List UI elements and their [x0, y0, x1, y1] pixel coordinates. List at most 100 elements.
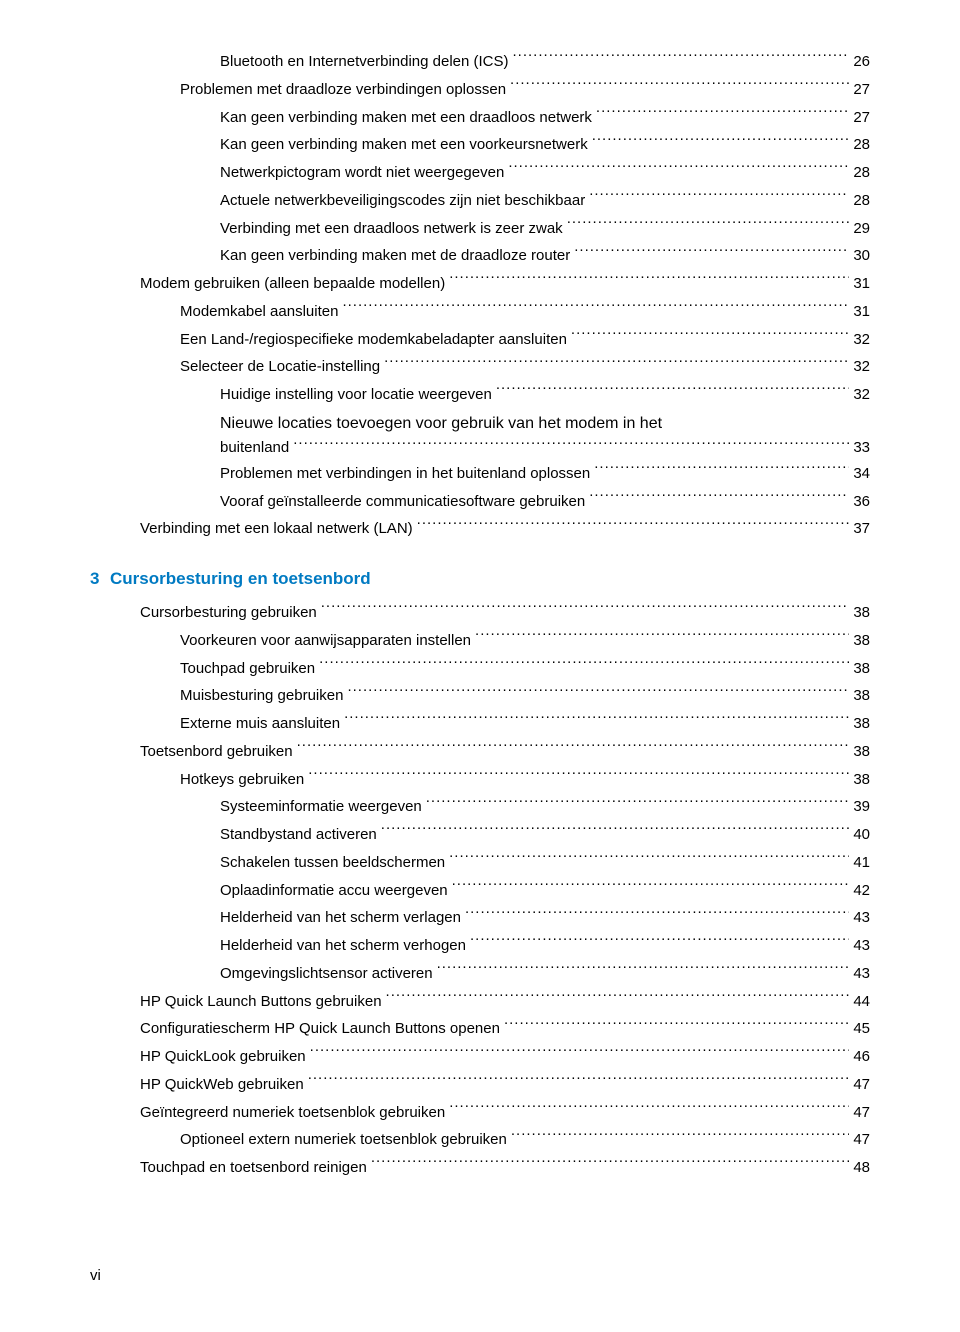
- toc-entry-page: 27: [853, 104, 870, 132]
- toc-leader-dots: [384, 356, 849, 371]
- toc-entry[interactable]: Muisbesturing gebruiken 38: [90, 682, 870, 710]
- toc-entry-row: buitenland33: [220, 436, 870, 460]
- toc-entry-text: Vooraf geïnstalleerde communicatiesoftwa…: [220, 488, 585, 516]
- toc-entry-text: Een Land-/regiospecifieke modemkabeladap…: [180, 326, 567, 354]
- toc-entry[interactable]: Problemen met verbindingen in het buiten…: [90, 460, 870, 488]
- toc-leader-dots: [470, 935, 849, 950]
- toc-entry-page: 43: [853, 960, 870, 988]
- toc-entry[interactable]: Selecteer de Locatie-instelling32: [90, 353, 870, 381]
- toc-entry[interactable]: Touchpad en toetsenbord reinigen48: [90, 1154, 870, 1182]
- page-footer-number: vi: [90, 1267, 101, 1284]
- toc-entry[interactable]: Bluetooth en Internetverbinding delen (I…: [90, 48, 870, 76]
- toc-entry[interactable]: Optioneel extern numeriek toetsenblok ge…: [90, 1126, 870, 1154]
- toc-entry[interactable]: Cursorbesturing gebruiken38: [90, 599, 870, 627]
- toc-leader-dots: [592, 134, 850, 149]
- toc-entry-text: Huidige instelling voor locatie weergeve…: [220, 381, 492, 409]
- chapter-number: 3: [90, 569, 110, 589]
- toc-leader-dots: [437, 963, 850, 978]
- toc-entry-page: 34: [853, 460, 870, 488]
- toc-entry[interactable]: Helderheid van het scherm verhogen43: [90, 932, 870, 960]
- toc-entry-text: Helderheid van het scherm verlagen: [220, 904, 461, 932]
- toc-entry[interactable]: Problemen met draadloze verbindingen opl…: [90, 76, 870, 104]
- toc-entry-page: 32: [853, 381, 870, 409]
- toc-entry-page: 38: [853, 627, 870, 655]
- toc-entry[interactable]: Kan geen verbinding maken met een voorke…: [90, 131, 870, 159]
- toc-entry[interactable]: Systeeminformatie weergeven 39: [90, 793, 870, 821]
- toc-entry-multiline[interactable]: Nieuwe locaties toevoegen voor gebruik v…: [90, 409, 870, 460]
- toc-entry-page: 39: [853, 793, 870, 821]
- toc-entry[interactable]: Touchpad gebruiken38: [90, 655, 870, 683]
- toc-entry-page: 42: [853, 877, 870, 905]
- toc-entry[interactable]: Voorkeuren voor aanwijsapparaten instell…: [90, 627, 870, 655]
- toc-entry[interactable]: Netwerkpictogram wordt niet weergegeven2…: [90, 159, 870, 187]
- toc-leader-dots: [417, 518, 850, 533]
- toc-entry-page: 41: [853, 849, 870, 877]
- toc-entry-page: 38: [853, 655, 870, 683]
- chapter-heading: 3 Cursorbesturing en toetsenbord: [90, 569, 870, 589]
- toc-entry-text: Kan geen verbinding maken met de draadlo…: [220, 242, 570, 270]
- toc-entry[interactable]: Kan geen verbinding maken met de draadlo…: [90, 242, 870, 270]
- toc-entry[interactable]: HP Quick Launch Buttons gebruiken44: [90, 988, 870, 1016]
- toc-leader-dots: [571, 329, 849, 344]
- toc-entry[interactable]: Een Land-/regiospecifieke modemkabeladap…: [90, 326, 870, 354]
- toc-entry-text: Schakelen tussen beeldschermen: [220, 849, 445, 877]
- toc-entry-page: 31: [853, 298, 870, 326]
- toc-section-before: Bluetooth en Internetverbinding delen (I…: [90, 48, 870, 543]
- toc-entry[interactable]: Omgevingslichtsensor activeren43: [90, 960, 870, 988]
- toc-entry-page: 40: [853, 821, 870, 849]
- toc-entry-text: Externe muis aansluiten: [180, 710, 340, 738]
- toc-leader-dots: [508, 162, 849, 177]
- toc-entry-page: 38: [853, 682, 870, 710]
- toc-entry-page: 36: [853, 488, 870, 516]
- toc-entry-page: 32: [853, 326, 870, 354]
- toc-entry[interactable]: Hotkeys gebruiken38: [90, 766, 870, 794]
- toc-leader-dots: [513, 51, 850, 66]
- toc-entry[interactable]: HP QuickLook gebruiken46: [90, 1043, 870, 1071]
- toc-leader-dots: [510, 79, 849, 94]
- toc-leader-dots: [475, 630, 849, 645]
- toc-entry[interactable]: Verbinding met een draadloos netwerk is …: [90, 215, 870, 243]
- toc-entry[interactable]: Modem gebruiken (alleen bepaalde modelle…: [90, 270, 870, 298]
- toc-entry[interactable]: Toetsenbord gebruiken38: [90, 738, 870, 766]
- toc-leader-dots: [594, 463, 849, 478]
- toc-entry[interactable]: Geïntegreerd numeriek toetsenblok gebrui…: [90, 1099, 870, 1127]
- toc-entry-text: Systeeminformatie weergeven: [220, 793, 422, 821]
- toc-entry-text: Standbystand activeren: [220, 821, 377, 849]
- toc-entry[interactable]: Modemkabel aansluiten 31: [90, 298, 870, 326]
- toc-leader-dots: [465, 907, 849, 922]
- toc-leader-dots: [567, 218, 850, 233]
- toc-entry-page: 44: [853, 988, 870, 1016]
- toc-entry-text: Touchpad en toetsenbord reinigen: [140, 1154, 367, 1182]
- toc-entry-text: Modemkabel aansluiten: [180, 298, 338, 326]
- toc-leader-dots: [426, 796, 850, 811]
- toc-entry[interactable]: Huidige instelling voor locatie weergeve…: [90, 381, 870, 409]
- toc-entry[interactable]: Vooraf geïnstalleerde communicatiesoftwa…: [90, 488, 870, 516]
- toc-entry-text: Toetsenbord gebruiken: [140, 738, 293, 766]
- toc-entry[interactable]: Oplaadinformatie accu weergeven42: [90, 877, 870, 905]
- toc-leader-dots: [297, 741, 850, 756]
- toc-entry[interactable]: Externe muis aansluiten38: [90, 710, 870, 738]
- toc-leader-dots: [449, 273, 849, 288]
- toc-entry[interactable]: Kan geen verbinding maken met een draadl…: [90, 104, 870, 132]
- toc-entry-page: 28: [853, 131, 870, 159]
- toc-leader-dots: [386, 991, 850, 1006]
- toc-entry-page: 33: [853, 436, 870, 460]
- toc-entry-text: Bluetooth en Internetverbinding delen (I…: [220, 48, 509, 76]
- toc-entry[interactable]: Actuele netwerkbeveiligingscodes zijn ni…: [90, 187, 870, 215]
- toc-entry[interactable]: Standbystand activeren 40: [90, 821, 870, 849]
- toc-entry[interactable]: Configuratiescherm HP Quick Launch Butto…: [90, 1015, 870, 1043]
- toc-entry-text: HP QuickLook gebruiken: [140, 1043, 306, 1071]
- toc-page: Bluetooth en Internetverbinding delen (I…: [0, 0, 960, 1182]
- toc-entry[interactable]: Verbinding met een lokaal netwerk (LAN)3…: [90, 515, 870, 543]
- toc-leader-dots: [310, 1046, 850, 1061]
- toc-entry-page: 29: [853, 215, 870, 243]
- toc-entry-text: Muisbesturing gebruiken: [180, 682, 343, 710]
- toc-entry-page: 43: [853, 904, 870, 932]
- toc-entry[interactable]: Helderheid van het scherm verlagen 43: [90, 904, 870, 932]
- toc-entry[interactable]: Schakelen tussen beeldschermen 41: [90, 849, 870, 877]
- toc-entry-text: Actuele netwerkbeveiligingscodes zijn ni…: [220, 187, 585, 215]
- toc-entry[interactable]: HP QuickWeb gebruiken47: [90, 1071, 870, 1099]
- toc-entry-page: 45: [853, 1015, 870, 1043]
- toc-leader-dots: [504, 1018, 849, 1033]
- toc-leader-dots: [589, 491, 849, 506]
